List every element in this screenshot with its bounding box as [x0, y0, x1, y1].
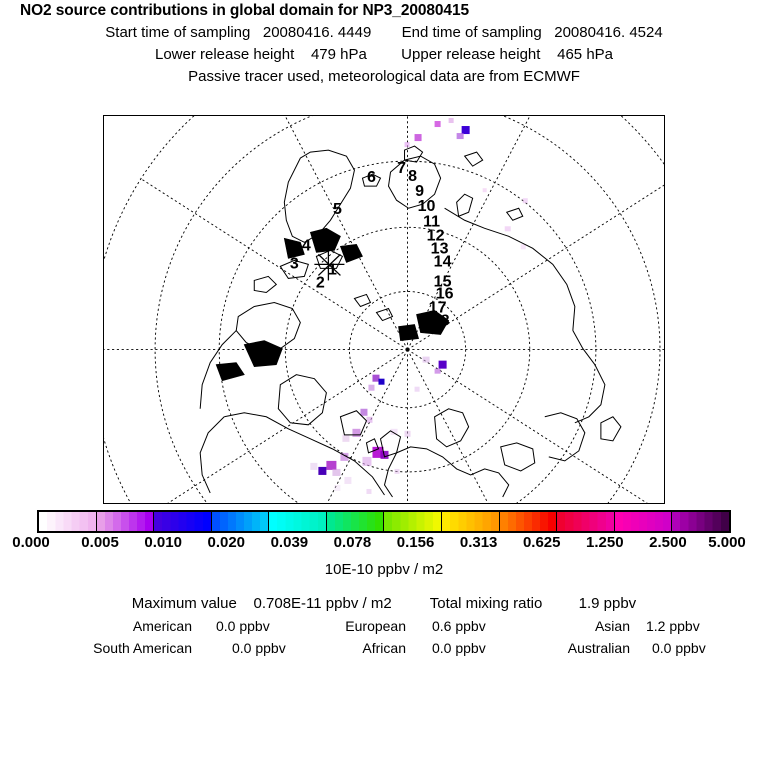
trajectory-label-18: 18 — [432, 312, 450, 330]
colorbar-tick-2.500: 2.500 — [649, 534, 687, 551]
start-time-label: Start time of sampling — [105, 24, 251, 41]
region-value-european: 0.6 ppbv — [432, 618, 486, 634]
colorbar-tick-0.625: 0.625 — [522, 534, 561, 551]
colorbar-tick-labels: 0.000 0.005 0.010 0.020 0.039 0.078 0.156 0.313… — [0, 534, 768, 554]
colorbar-segment-pink-to-violet — [96, 512, 155, 531]
trajectory-label-1: 1 — [328, 260, 337, 278]
colorbar-gradient — [37, 510, 731, 533]
region-label-american: American — [132, 618, 192, 634]
maximum-value-value: 0.708E-11 ppbv / m2 — [253, 595, 392, 612]
region-value-asian: 1.2 ppbv — [646, 618, 700, 634]
colorbar-segment-violet-to-blue — [154, 512, 212, 531]
trajectory-label-5: 5 — [333, 200, 342, 218]
colorbar-tick-0.078: 0.078 — [333, 534, 372, 551]
colorbar-segment-magenta — [614, 512, 673, 531]
upper-release-value: 465 hPa — [557, 46, 614, 63]
total-mixing-ratio-value: 1.9 ppbv — [578, 595, 637, 612]
graticule-meridians — [104, 116, 664, 503]
colorbar-segment-green-to-yellow — [384, 512, 443, 531]
colorbar-tick-0.039: 0.039 — [270, 534, 309, 551]
trajectory-label-16: 16 — [436, 284, 454, 302]
trajectory-label-8: 8 — [408, 167, 417, 185]
statistics-block: Maximum value 0.708E-11 ppbv / m2 Total … — [0, 592, 768, 659]
colorbar-segment-cyan-to-green — [326, 512, 385, 531]
region-value-australian: 0.0 ppbv — [652, 640, 706, 656]
colorbar-tick-0.000: 0.000 — [12, 534, 50, 551]
release-height-line: Lower release height 479 hPa Upper relea… — [0, 44, 768, 66]
colorbar-segment-red-to-magenta — [557, 512, 615, 531]
colorbar-tick-0.156: 0.156 — [396, 534, 435, 551]
sampling-time-line: Start time of sampling 20080416. 4449 En… — [0, 22, 768, 44]
colorbar-tick-1.250: 1.250 — [586, 534, 624, 551]
colorbar-unit-label: 10E-10 ppbv / m2 — [324, 561, 444, 578]
page-title: NO2 source contributions in global domai… — [20, 2, 469, 19]
map-panel[interactable]: 1 2 3 4 5 6 7 8 9 10 11 12 13 14 15 16 17 18 — [103, 115, 665, 504]
colorbar-tick-0.313: 0.313 — [459, 534, 498, 551]
header-block: NO2 source contributions in global domai… — [0, 0, 768, 88]
end-time-label: End time of sampling — [401, 24, 542, 41]
trajectory-label-7: 7 — [397, 159, 406, 177]
region-label-south-american: South American — [93, 640, 192, 656]
region-label-european: European — [345, 618, 406, 634]
trajectory-label-15: 15 — [434, 272, 452, 290]
region-value-african: 0.0 ppbv — [432, 640, 486, 656]
concentration-plume — [310, 118, 528, 494]
trajectory-label-9: 9 — [415, 182, 424, 200]
region-value-south-american: 0.0 ppbv — [232, 640, 286, 656]
tracer-note: Passive tracer used, meteorological data… — [188, 68, 580, 85]
colorbar-tick-0.005: 0.005 — [81, 534, 119, 551]
trajectory-label-3: 3 — [290, 254, 299, 272]
trajectory-label-13: 13 — [431, 239, 449, 257]
trajectory-label-2: 2 — [316, 273, 325, 291]
colorbar[interactable] — [37, 510, 731, 533]
end-time-value: 20080416. 4524 — [554, 24, 663, 41]
region-label-australian: Australian — [567, 640, 630, 656]
colorbar-tick-0.010: 0.010 — [144, 534, 182, 551]
trajectory-label-6: 6 — [367, 168, 376, 186]
trajectory-label-14: 14 — [434, 252, 452, 270]
maximum-value-label: Maximum value — [131, 595, 237, 612]
coastlines — [199, 145, 622, 498]
colorbar-segment-yellow-to-orange — [442, 512, 500, 531]
colorbar-tick-5.000: 5.000 — [708, 534, 746, 551]
region-label-asian: Asian — [594, 618, 630, 634]
lower-release-value: 479 hPa — [310, 46, 367, 63]
colorbar-tick-0.020: 0.020 — [207, 534, 246, 551]
trajectory-label-4: 4 — [302, 236, 311, 254]
total-mixing-ratio-label: Total mixing ratio — [429, 595, 543, 612]
trajectory-label-11: 11 — [423, 212, 440, 230]
colorbar-segment-magenta-to-darkpurple — [672, 512, 729, 531]
colorbar-segment-blue-to-lightblue — [211, 512, 270, 531]
release-point-marker — [314, 250, 345, 281]
maximum-value-row: Maximum value 0.708E-11 ppbv / m2 Total … — [0, 592, 768, 615]
region-value-american: 0.0 ppbv — [216, 618, 270, 634]
trajectory-label-12: 12 — [427, 226, 445, 244]
colorbar-segment-orange-to-red — [499, 512, 558, 531]
colorbar-segment-cyan — [269, 512, 327, 531]
upper-release-label: Upper release height — [401, 46, 541, 63]
trajectory-label-10: 10 — [418, 197, 436, 215]
region-label-african: African — [362, 640, 406, 656]
region-row-2: South American 0.0 ppbv African 0.0 ppbv… — [0, 637, 768, 659]
region-row-1: American 0.0 ppbv European 0.6 ppbv Asia… — [0, 615, 768, 637]
lower-release-label: Lower release height — [154, 46, 295, 63]
trajectory-label-17: 17 — [429, 299, 447, 317]
colorbar-segment-white-to-pink — [39, 512, 97, 531]
start-time-value: 20080416. 4449 — [262, 24, 372, 41]
